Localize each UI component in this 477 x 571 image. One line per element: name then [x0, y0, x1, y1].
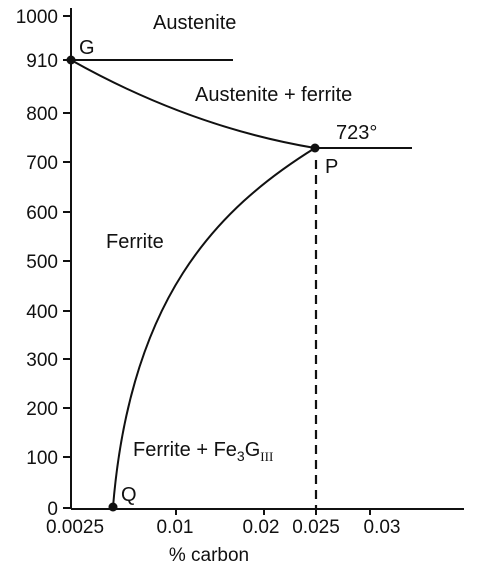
x-tick-label: 0.01	[157, 517, 194, 538]
region-ferrite-fe3g-prefix: Ferrite + Fe	[133, 439, 237, 461]
y-tick-label: 200	[26, 399, 58, 420]
x-tick-label: 0.0025	[46, 517, 104, 538]
x-tick-label: 0.03	[364, 517, 401, 538]
region-ferrite-fe3g-mid: G	[245, 439, 261, 461]
y-ticks: 0 100 200 300 400 500 600 700 800 910 10…	[16, 7, 71, 520]
y-tick-label: 300	[26, 350, 58, 371]
x-ticks: 0.0025 0.01 0.02 0.025 0.03	[46, 509, 401, 538]
region-ferrite-fe3g-label: Ferrite + Fe3GIII	[133, 439, 273, 464]
region-ferrite-fe3g-sup: III	[260, 449, 273, 464]
y-tick-label: 0	[47, 499, 58, 520]
region-austenite-label: Austenite	[153, 12, 236, 34]
y-tick-label: 800	[26, 104, 58, 125]
y-tick-label: 600	[26, 203, 58, 224]
region-ferrite-fe3g-sub: 3	[237, 448, 245, 464]
y-tick-label: 400	[26, 302, 58, 323]
point-P-marker	[310, 143, 320, 153]
x-tick-label: 0.02	[243, 517, 280, 538]
eutectoid-temp-label: 723°	[336, 122, 377, 144]
region-austenite-ferrite-label: Austenite + ferrite	[195, 84, 352, 106]
point-G-label: G	[79, 37, 95, 59]
point-G-marker	[66, 55, 76, 65]
y-tick-label: 910	[26, 51, 58, 72]
y-tick-label: 500	[26, 252, 58, 273]
point-Q-marker	[108, 502, 118, 512]
point-P-label: P	[325, 156, 338, 178]
curve-G-to-P	[70, 59, 316, 149]
curve-P-to-Q	[112, 147, 316, 508]
x-axis-label: % carbon	[169, 545, 249, 566]
y-tick-label: 100	[26, 448, 58, 469]
x-tick-label: 0.025	[292, 517, 340, 538]
y-tick-label: 1000	[16, 7, 58, 28]
point-Q-label: Q	[121, 484, 137, 506]
y-tick-label: 700	[26, 153, 58, 174]
region-ferrite-label: Ferrite	[106, 231, 164, 253]
